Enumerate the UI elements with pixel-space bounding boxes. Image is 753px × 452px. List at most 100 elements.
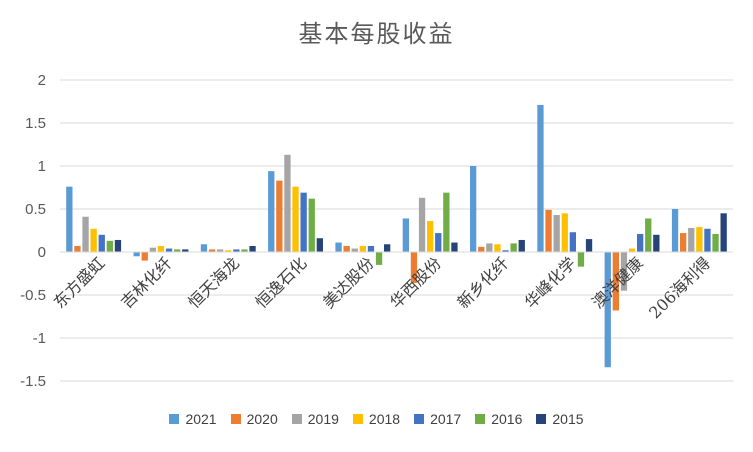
bar-2019-5 (418, 197, 426, 252)
bar-2016-7 (577, 252, 585, 267)
bar-2018-7 (561, 213, 568, 252)
bar-2015-1 (182, 249, 189, 252)
bar-2020-0 (74, 245, 81, 252)
legend-item: 2021 (169, 411, 217, 427)
x-tick-label: 新乡化纤 (454, 253, 513, 312)
x-tick-label: 华峰化学 (521, 253, 580, 312)
bar-2021-0 (66, 186, 73, 252)
bar-2017-5 (435, 233, 442, 252)
legend-label: 2016 (491, 411, 523, 427)
bar-2018-0 (90, 228, 97, 252)
bar-2015-5 (451, 242, 458, 252)
bar-2017-0 (98, 234, 105, 252)
bar-2018-9 (696, 227, 703, 252)
bar-2016-6 (510, 243, 517, 252)
bar-2020-4 (343, 245, 350, 252)
legend-swatch (536, 414, 547, 424)
bar-2015-4 (384, 244, 391, 252)
legend-label: 2018 (368, 411, 401, 427)
y-tick-label: 1.5 (25, 115, 46, 132)
legend-swatch (230, 414, 241, 424)
legend-item: 2016 (475, 411, 522, 427)
x-tick-label: 美达股份 (319, 253, 378, 312)
bar-2018-6 (494, 244, 501, 252)
bar-2017-6 (502, 250, 509, 252)
bar-2017-4 (367, 245, 375, 252)
bar-2016-1 (174, 249, 181, 252)
legend-item: 2019 (291, 411, 339, 427)
bar-2019-6 (486, 243, 493, 252)
bar-2018-1 (157, 245, 165, 252)
bar-2021-2 (200, 244, 208, 252)
bar-2017-3 (300, 192, 307, 252)
bar-2018-4 (359, 245, 366, 252)
legend: 2021 2020 2019 2018 2017 2016 2015 (0, 411, 753, 427)
bar-2020-8 (612, 252, 619, 311)
bar-2015-6 (518, 239, 525, 252)
bar-2017-8 (637, 233, 644, 252)
bar-2015-0 (114, 239, 122, 252)
bar-2017-2 (233, 249, 240, 252)
bar-2021-6 (470, 166, 477, 252)
bar-2020-6 (478, 246, 485, 252)
bar-2020-1 (141, 252, 148, 261)
legend-swatch (291, 414, 302, 424)
bar-2019-0 (82, 216, 89, 252)
legend-swatch (352, 414, 363, 424)
y-tick-label: 0.5 (25, 201, 46, 218)
y-tick-label: -1.5 (20, 373, 46, 390)
bar-2020-2 (208, 249, 216, 252)
bar-2018-8 (628, 248, 636, 252)
bar-2015-9 (720, 213, 727, 252)
bar-2016-9 (712, 233, 719, 252)
bar-2019-1 (149, 247, 156, 252)
bar-2018-5 (427, 221, 434, 252)
chart-title: 基本每股收益 (298, 20, 455, 48)
bar-2021-7 (537, 104, 544, 252)
x-tick-label: 206海利得 (645, 253, 714, 322)
bar-2021-4 (335, 242, 342, 252)
bar-2020-9 (680, 233, 687, 252)
y-tick-label: 2 (38, 72, 46, 89)
bar-2018-3 (292, 186, 299, 252)
legend-item: 2018 (352, 411, 401, 427)
y-tick-label: 1 (38, 158, 46, 175)
legend-label: 2019 (307, 411, 339, 427)
x-tick-label: 吉林化纤 (117, 253, 176, 312)
legend-item: 2020 (230, 411, 278, 427)
bar-2018-2 (225, 250, 232, 252)
bar-2016-3 (308, 198, 315, 252)
y-tick-label: -1 (33, 330, 46, 347)
bar-2016-8 (645, 218, 652, 252)
bar-2019-2 (217, 249, 224, 252)
legend-label: 2015 (552, 411, 584, 427)
bar-2017-9 (704, 228, 711, 252)
bar-2019-9 (688, 227, 695, 252)
bars (66, 104, 727, 368)
bar-2016-5 (443, 192, 450, 252)
y-tick-label: -0.5 (20, 287, 46, 304)
legend-swatch (475, 414, 486, 424)
bar-2021-9 (671, 209, 679, 252)
legend-item: 2017 (414, 411, 461, 427)
bar-2017-7 (569, 232, 576, 252)
bar-2021-1 (133, 252, 140, 257)
bar-2019-7 (553, 215, 560, 252)
bar-2017-1 (165, 248, 173, 252)
bar-2016-2 (241, 249, 248, 252)
bar-2021-3 (268, 171, 275, 252)
legend-swatch (169, 414, 180, 424)
bar-2019-3 (284, 154, 291, 252)
bar-2019-8 (620, 252, 628, 291)
bar-2015-8 (653, 234, 660, 252)
x-tick-label: 恒逸石化 (252, 253, 311, 312)
y-axis-ticks: -1.5 -1 -0.5 0 0.5 1 1.5 2 (20, 72, 46, 390)
legend-swatch (414, 414, 425, 424)
bar-2015-3 (316, 238, 323, 252)
legend-label: 2017 (430, 411, 462, 427)
y-tick-label: 0 (38, 244, 46, 261)
bar-2020-7 (545, 209, 552, 252)
legend-label: 2021 (185, 411, 217, 427)
gridlines (60, 79, 733, 382)
